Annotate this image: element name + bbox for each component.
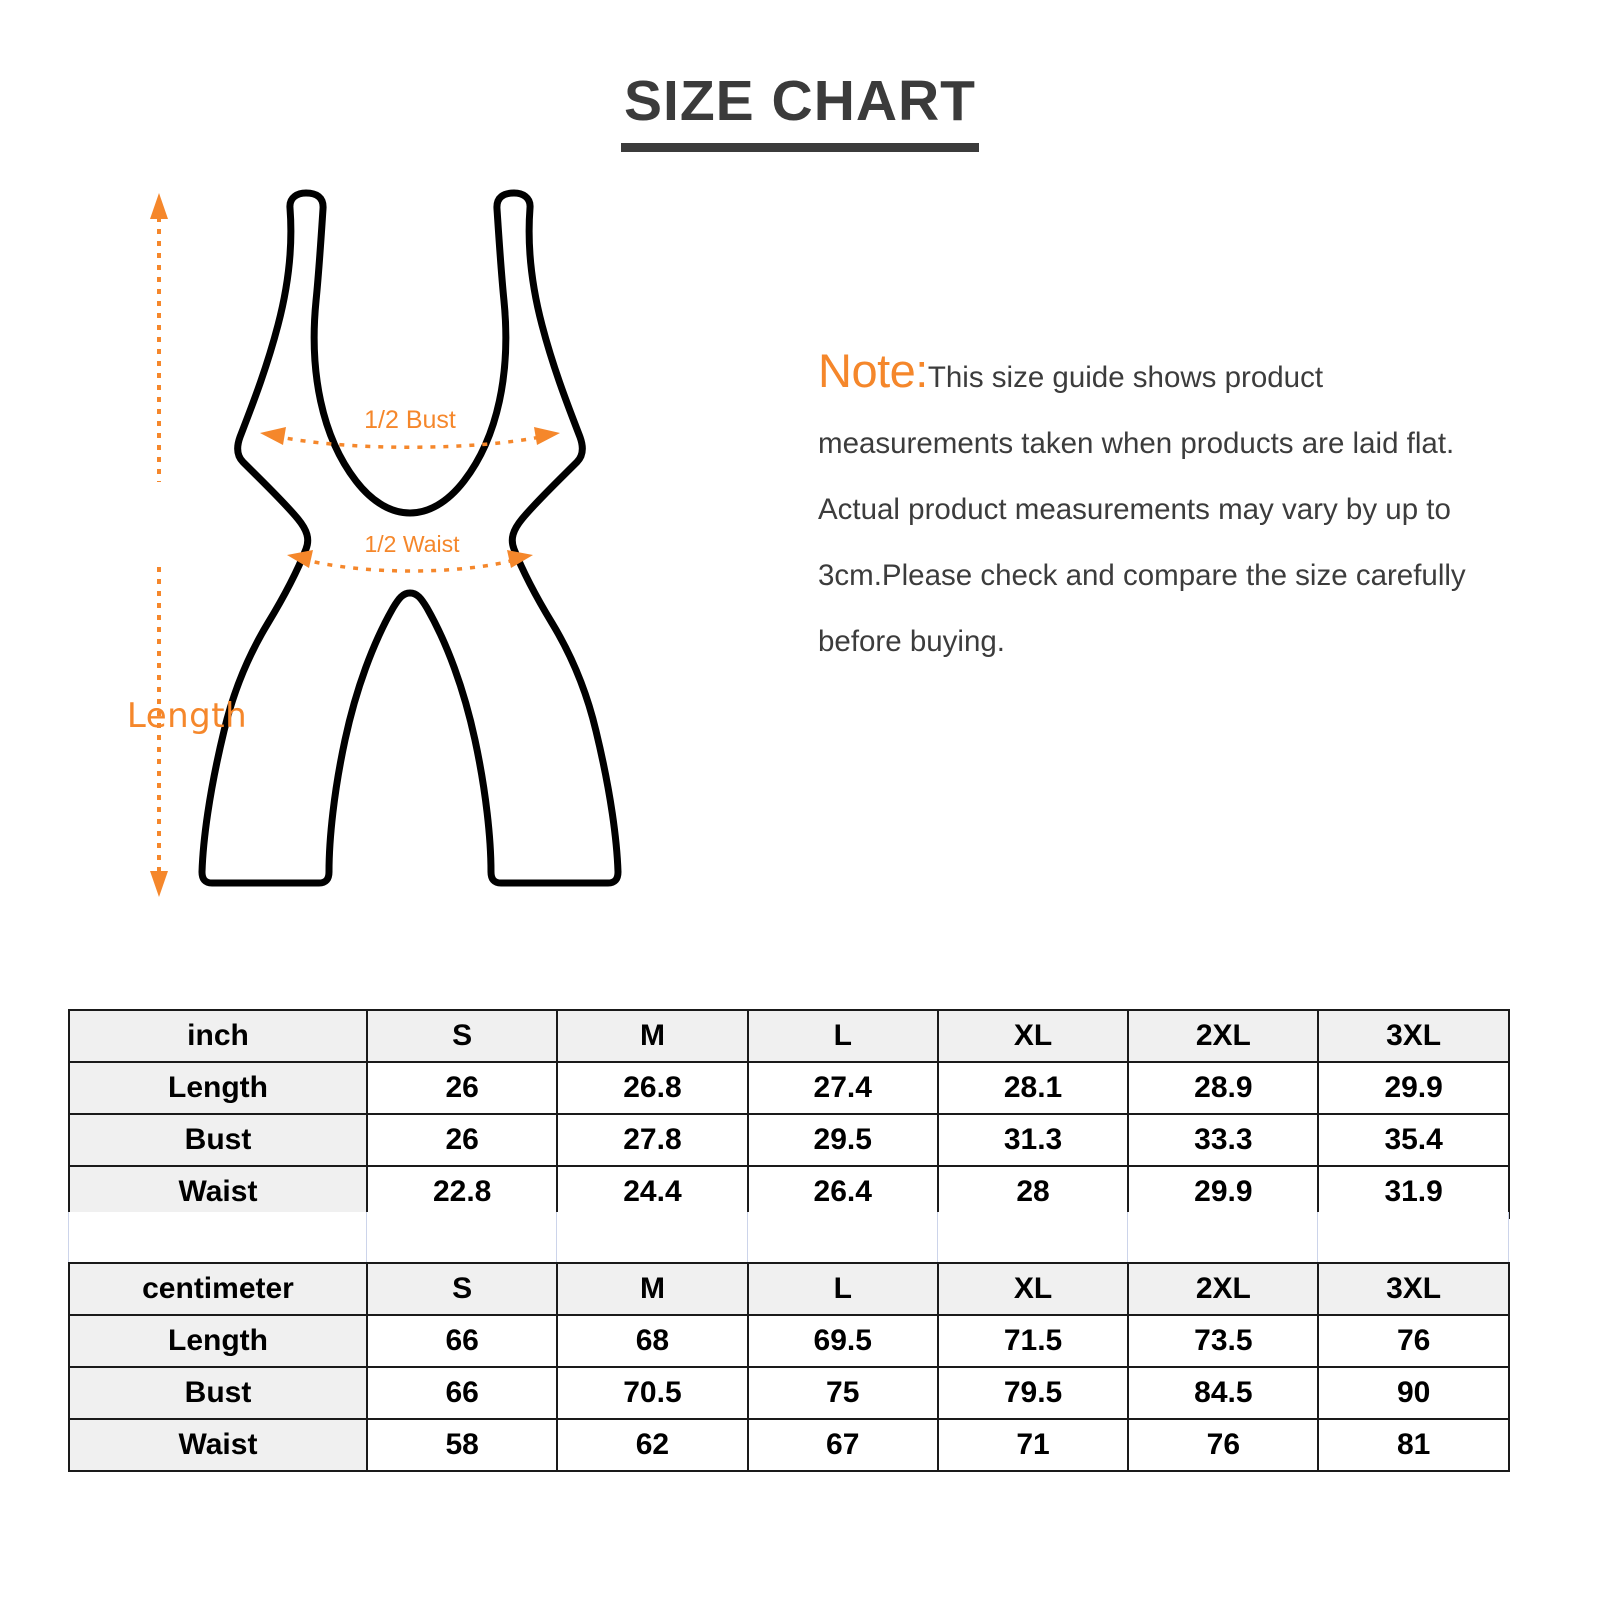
cell-inch-bust-m: 27.8 [556, 1113, 749, 1167]
cell-cm-waist-xl: 71 [936, 1418, 1130, 1472]
cell-inch-waist-xl: 28 [936, 1165, 1130, 1219]
column-header-l: L [746, 1009, 939, 1063]
table-row: Waist 22.8 24.4 26.4 28 29.9 31.9 [68, 1165, 1510, 1219]
table-row: Length 26 26.8 27.4 28.1 28.9 29.9 [68, 1061, 1510, 1115]
table-row: Bust 66 70.5 75 79.5 84.5 90 [68, 1366, 1510, 1420]
waist-dimension-arrow [287, 550, 533, 573]
cell-inch-length-m: 26.8 [556, 1061, 749, 1115]
note-body: This size guide shows product measuremen… [818, 361, 1466, 658]
cell-cm-bust-s: 66 [365, 1366, 559, 1420]
note-paragraph: Note:This size guide shows product measu… [818, 338, 1518, 675]
spacer-cell [556, 1212, 748, 1262]
spacer-cell [365, 1212, 558, 1262]
row-label-waist: Waist [68, 1165, 368, 1219]
cell-cm-length-m: 68 [556, 1314, 749, 1368]
row-label-bust: Bust [68, 1113, 368, 1167]
cell-inch-bust-xl: 31.3 [936, 1113, 1130, 1167]
bust-dimension-label: 1/2 Bust [364, 406, 456, 434]
row-label-bust: Bust [68, 1366, 368, 1420]
column-header-3xl: 3XL [1317, 1262, 1510, 1316]
spacer-cell [746, 1212, 938, 1262]
length-dimension-arrow-top [150, 193, 168, 482]
column-header-xl: XL [936, 1262, 1130, 1316]
cell-inch-bust-2xl: 33.3 [1127, 1113, 1320, 1167]
column-header-l: L [746, 1262, 939, 1316]
column-header-3xl: 3XL [1317, 1009, 1510, 1063]
row-label-waist: Waist [68, 1418, 368, 1472]
swimsuit-diagram-svg: 1/2 Bust 1/2 Waist [150, 189, 622, 897]
size-table-centimeter: centimeter S M L XL 2XL 3XL Length 66 68… [68, 1262, 1510, 1472]
cell-cm-bust-m: 70.5 [556, 1366, 749, 1420]
cell-cm-waist-l: 67 [746, 1418, 939, 1472]
size-table-inch: inch S M L XL 2XL 3XL Length 26 26.8 27.… [68, 1009, 1510, 1219]
cell-inch-waist-2xl: 29.9 [1127, 1165, 1320, 1219]
waist-dimension-label: 1/2 Waist [364, 531, 460, 557]
row-label-length: Length [68, 1314, 368, 1368]
cell-cm-bust-2xl: 84.5 [1127, 1366, 1320, 1420]
page-title: SIZE CHART [624, 69, 976, 133]
title-block: SIZE CHART [0, 69, 1600, 152]
cell-inch-waist-m: 24.4 [556, 1165, 749, 1219]
column-header-xl: XL [936, 1009, 1130, 1063]
table-header-row-centimeter: centimeter S M L XL 2XL 3XL [68, 1262, 1510, 1316]
table-header-row-inch: inch S M L XL 2XL 3XL [68, 1009, 1510, 1063]
unit-label-inch: inch [68, 1009, 368, 1063]
cell-cm-bust-xl: 79.5 [936, 1366, 1130, 1420]
cell-inch-length-l: 27.4 [746, 1061, 939, 1115]
cell-cm-length-3xl: 76 [1317, 1314, 1510, 1368]
column-header-s: S [365, 1262, 559, 1316]
note-block: Note:This size guide shows product measu… [818, 338, 1518, 675]
cell-inch-waist-s: 22.8 [365, 1165, 559, 1219]
table-row: Length 66 68 69.5 71.5 73.5 76 [68, 1314, 1510, 1368]
column-header-s: S [365, 1009, 559, 1063]
spacer-cell [936, 1212, 1129, 1262]
cell-cm-length-s: 66 [365, 1314, 559, 1368]
column-header-2xl: 2XL [1127, 1262, 1320, 1316]
cell-inch-length-3xl: 29.9 [1317, 1061, 1510, 1115]
cell-inch-length-xl: 28.1 [936, 1061, 1130, 1115]
column-header-m: M [556, 1262, 749, 1316]
length-dimension-label: Length [126, 696, 248, 736]
cell-cm-waist-2xl: 76 [1127, 1418, 1320, 1472]
swimsuit-diagram: 1/2 Bust 1/2 Waist Length [90, 175, 790, 935]
column-header-m: M [556, 1009, 749, 1063]
spacer-cell [1127, 1212, 1319, 1262]
cell-inch-waist-l: 26.4 [746, 1165, 939, 1219]
cell-inch-length-2xl: 28.9 [1127, 1061, 1320, 1115]
cell-inch-bust-3xl: 35.4 [1317, 1113, 1510, 1167]
table-row: Bust 26 27.8 29.5 31.3 33.3 35.4 [68, 1113, 1510, 1167]
cell-inch-waist-3xl: 31.9 [1317, 1165, 1510, 1219]
cell-cm-length-2xl: 73.5 [1127, 1314, 1320, 1368]
spacer-cell [1317, 1212, 1509, 1262]
cell-cm-bust-l: 75 [746, 1366, 939, 1420]
cell-cm-length-xl: 71.5 [936, 1314, 1130, 1368]
table-spacer-row [68, 1212, 1509, 1262]
length-dimension-arrow-bottom [150, 567, 168, 897]
cell-cm-bust-3xl: 90 [1317, 1366, 1510, 1420]
spacer-cell [68, 1212, 367, 1262]
cell-cm-waist-m: 62 [556, 1418, 749, 1472]
column-header-2xl: 2XL [1127, 1009, 1320, 1063]
note-label: Note: [818, 344, 928, 397]
cell-cm-waist-s: 58 [365, 1418, 559, 1472]
table-row: Waist 58 62 67 71 76 81 [68, 1418, 1510, 1472]
bust-dimension-arrow [260, 427, 560, 449]
swimsuit-outline-path [198, 189, 622, 887]
row-label-length: Length [68, 1061, 368, 1115]
cell-inch-length-s: 26 [365, 1061, 559, 1115]
cell-inch-bust-s: 26 [365, 1113, 559, 1167]
cell-cm-length-l: 69.5 [746, 1314, 939, 1368]
unit-label-centimeter: centimeter [68, 1262, 368, 1316]
title-underline [621, 142, 979, 152]
cell-cm-waist-3xl: 81 [1317, 1418, 1510, 1472]
cell-inch-bust-l: 29.5 [746, 1113, 939, 1167]
